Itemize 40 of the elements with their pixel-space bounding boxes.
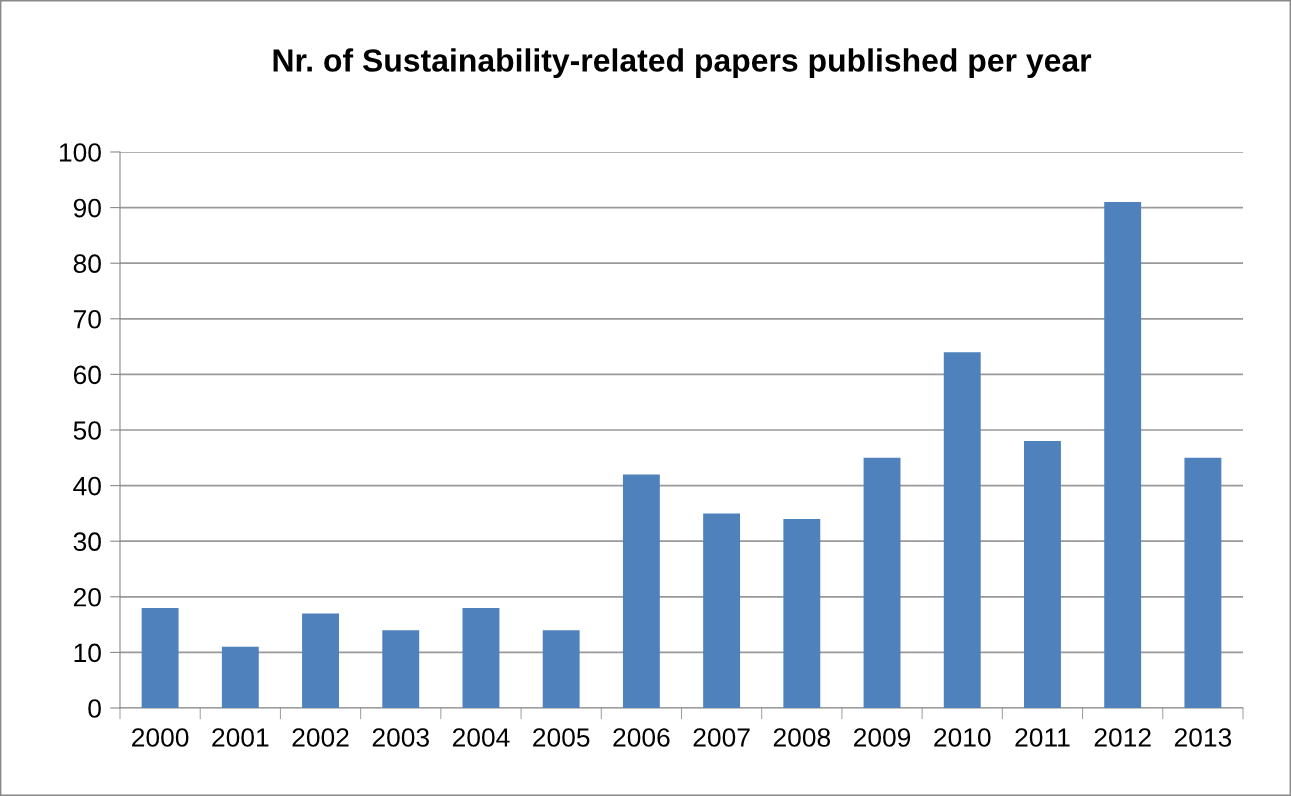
y-tick-label: 80 xyxy=(73,254,101,274)
x-tick-label: 2000 xyxy=(132,728,189,747)
y-tick-label: 10 xyxy=(74,643,101,663)
bar xyxy=(542,630,580,708)
y-tick-label: 20 xyxy=(73,587,101,607)
bar xyxy=(141,607,179,708)
bar xyxy=(943,352,981,708)
bar xyxy=(783,518,821,708)
bar xyxy=(863,457,901,708)
y-tick-label: 30 xyxy=(73,532,101,552)
x-tick-label: 2011 xyxy=(1015,728,1070,747)
bar xyxy=(462,607,500,708)
y-tick-label: 70 xyxy=(73,309,101,329)
x-tick-label: 2005 xyxy=(533,728,590,747)
x-tick-label: 2012 xyxy=(1094,728,1151,747)
bar xyxy=(221,646,259,708)
y-tick-label: 50 xyxy=(73,421,101,440)
x-tick-label: 2013 xyxy=(1174,728,1232,747)
x-tick-label: 2010 xyxy=(934,728,991,747)
bar xyxy=(302,613,339,708)
bar xyxy=(1184,457,1222,708)
y-tick-label: 90 xyxy=(73,198,101,218)
x-tick-label: 2003 xyxy=(372,728,429,747)
bar xyxy=(382,630,420,708)
bar xyxy=(1024,441,1061,708)
bar xyxy=(622,474,660,708)
x-tick-label: 2007 xyxy=(693,728,750,747)
x-tick-label: 2002 xyxy=(292,728,349,747)
x-tick-label: 2008 xyxy=(773,728,831,747)
chart-title: Nr. of Sustainability-related papers published per year xyxy=(273,48,1092,79)
y-tick-label: 60 xyxy=(73,365,101,385)
y-tick-label: 0 xyxy=(88,699,101,718)
y-tick-label: 100 xyxy=(59,143,101,162)
x-tick-label: 2004 xyxy=(452,728,510,747)
x-tick-label: 2001 xyxy=(212,728,269,747)
y-tick-label: 40 xyxy=(73,476,101,496)
bar xyxy=(703,513,741,708)
x-tick-label: 2009 xyxy=(854,728,911,747)
bar xyxy=(1104,202,1142,708)
x-tick-label: 2006 xyxy=(613,728,670,747)
